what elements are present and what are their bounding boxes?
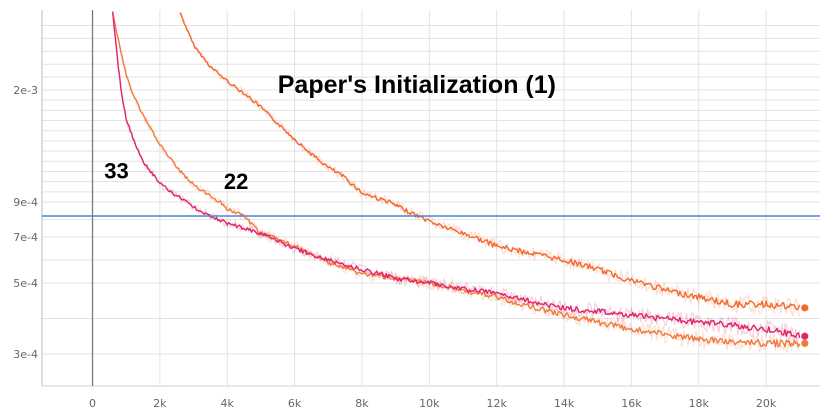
series-raw-line <box>179 11 801 318</box>
series-end-point <box>801 332 809 340</box>
y-tick-label: 7e-4 <box>13 231 38 244</box>
series-end-point <box>801 339 809 347</box>
grid <box>42 10 820 386</box>
x-tick-label: 2k <box>153 397 167 410</box>
annotations: Paper's Initialization (1) 33 22 <box>104 71 556 194</box>
series-raw-line <box>112 12 801 344</box>
y-tick-label: 3e-4 <box>13 348 38 361</box>
series-end-point <box>801 304 809 312</box>
series-layer <box>42 11 820 348</box>
y-tick-label: 2e-3 <box>13 84 38 97</box>
annotation-label: 22 <box>224 169 248 194</box>
x-tick-label: 8k <box>355 397 369 410</box>
x-tick-label: 16k <box>621 397 642 410</box>
y-tick-label: 5e-4 <box>13 277 38 290</box>
series-raw-line <box>112 12 801 354</box>
annotation-label: Paper's Initialization (1) <box>278 71 556 99</box>
x-tick-label: 6k <box>288 397 302 410</box>
annotation-label: 33 <box>104 159 128 184</box>
noise-band-layer <box>112 11 801 354</box>
y-tick-label: 9e-4 <box>13 196 38 209</box>
series-line <box>112 11 801 339</box>
x-tick-label: 0 <box>89 397 96 410</box>
x-tick-label: 4k <box>221 397 235 410</box>
series-line <box>179 12 801 311</box>
tick-labels: 0 2k 4k 6k 8k 10k 12k 14k 16k 18k 20k 3e-4 5e-4 7e-4 9… <box>13 84 777 410</box>
series-line <box>112 13 801 348</box>
x-tick-label: 10k <box>419 397 440 410</box>
x-tick-label: 18k <box>689 397 710 410</box>
x-tick-label: 14k <box>554 397 575 410</box>
x-tick-label: 20k <box>756 397 777 410</box>
x-tick-label: 12k <box>486 397 507 410</box>
axes <box>41 10 820 387</box>
